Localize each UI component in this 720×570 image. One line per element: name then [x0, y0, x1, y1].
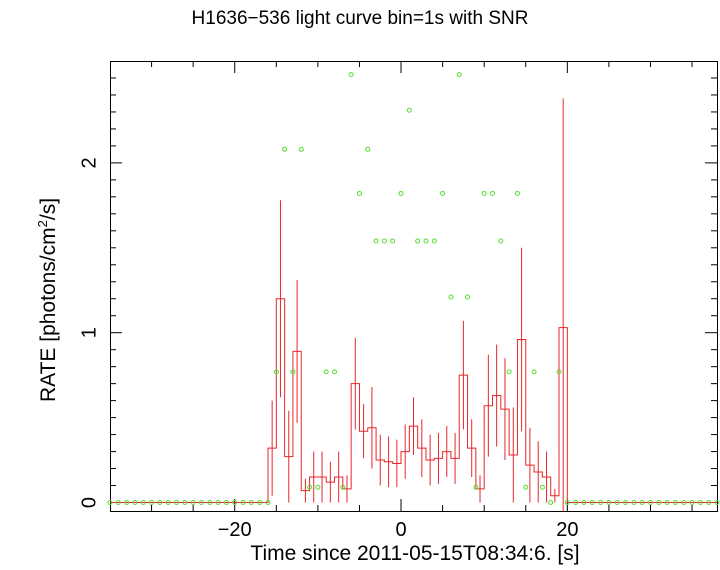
snr-point — [290, 369, 296, 375]
axis-ticks — [110, 61, 717, 511]
snr-series — [107, 72, 720, 506]
snr-point — [323, 369, 329, 375]
snr-point — [257, 500, 263, 506]
tick-labels: −20 0 20 0 1 2 — [78, 157, 578, 541]
snr-point — [606, 500, 612, 506]
snr-point — [315, 484, 321, 490]
snr-point — [681, 500, 687, 506]
snr-point — [232, 500, 238, 506]
snr-point — [639, 500, 645, 506]
rate-step-line — [110, 298, 717, 504]
snr-point — [672, 500, 678, 506]
snr-point — [473, 484, 479, 490]
x-axis-label: Time since 2011-05-15T08:34:6. [s] — [250, 542, 580, 565]
snr-point — [356, 190, 362, 196]
snr-point — [481, 190, 487, 196]
snr-point — [548, 500, 554, 506]
snr-point — [714, 500, 720, 506]
snr-point — [656, 500, 662, 506]
snr-point — [165, 500, 171, 506]
snr-point — [365, 146, 371, 152]
snr-point — [431, 238, 437, 244]
snr-point — [598, 500, 604, 506]
snr-point — [398, 190, 404, 196]
snr-point — [174, 500, 180, 506]
snr-point — [423, 238, 429, 244]
snr-point — [647, 500, 653, 506]
y-tick-label: 0 — [78, 497, 100, 508]
snr-point — [124, 500, 130, 506]
snr-point — [456, 72, 462, 78]
x-tick-label: 0 — [395, 519, 406, 541]
snr-point — [589, 500, 595, 506]
snr-point — [207, 500, 213, 506]
y-axis-label-sup: 2 — [35, 220, 50, 228]
snr-point — [706, 500, 712, 506]
snr-point — [348, 72, 354, 78]
snr-point — [182, 500, 188, 506]
snr-point — [514, 190, 520, 196]
rate-series — [110, 98, 717, 511]
snr-point — [265, 500, 271, 506]
snr-point — [115, 500, 121, 506]
snr-point — [149, 500, 155, 506]
chart-title: H1636−536 light curve bin=1s with SNR — [191, 8, 529, 29]
y-tick-label: 1 — [78, 327, 100, 338]
x-tick-label: −20 — [218, 519, 252, 541]
snr-point — [223, 500, 229, 506]
snr-point — [664, 500, 670, 506]
snr-point — [440, 190, 446, 196]
snr-point — [539, 484, 545, 490]
snr-point — [415, 238, 421, 244]
x-tick-label: 20 — [556, 519, 578, 541]
snr-point — [298, 146, 304, 152]
y-axis-label-suffix: /s] — [37, 197, 60, 221]
snr-point — [448, 294, 454, 300]
snr-point — [198, 500, 204, 506]
snr-point — [282, 146, 288, 152]
snr-point — [697, 500, 703, 506]
snr-point — [506, 369, 512, 375]
snr-point — [689, 500, 695, 506]
snr-point — [564, 500, 570, 506]
snr-point — [406, 107, 412, 113]
snr-point — [531, 369, 537, 375]
snr-point — [581, 500, 587, 506]
y-axis-label-prefix: RATE [photons/cm — [37, 227, 60, 403]
y-tick-label: 2 — [78, 157, 100, 168]
snr-point — [157, 500, 163, 506]
snr-point — [140, 500, 146, 506]
snr-point — [190, 500, 196, 506]
snr-point — [523, 484, 529, 490]
snr-point — [390, 238, 396, 244]
snr-point — [489, 190, 495, 196]
snr-point — [132, 500, 138, 506]
snr-point — [307, 484, 313, 490]
y-axis-label: RATE [photons/cm2/s] — [35, 198, 61, 402]
snr-point — [373, 238, 379, 244]
snr-point — [273, 369, 279, 375]
snr-point — [556, 369, 562, 375]
snr-point — [240, 500, 246, 506]
snr-point — [215, 500, 221, 506]
snr-point — [332, 369, 338, 375]
snr-point — [498, 238, 504, 244]
plot-frame — [110, 61, 718, 512]
snr-point — [248, 500, 254, 506]
snr-point — [381, 238, 387, 244]
snr-point — [614, 500, 620, 506]
snr-point — [107, 500, 113, 506]
snr-point — [465, 294, 471, 300]
snr-point — [623, 500, 629, 506]
snr-point — [573, 500, 579, 506]
snr-point — [631, 500, 637, 506]
snr-point — [340, 484, 346, 490]
